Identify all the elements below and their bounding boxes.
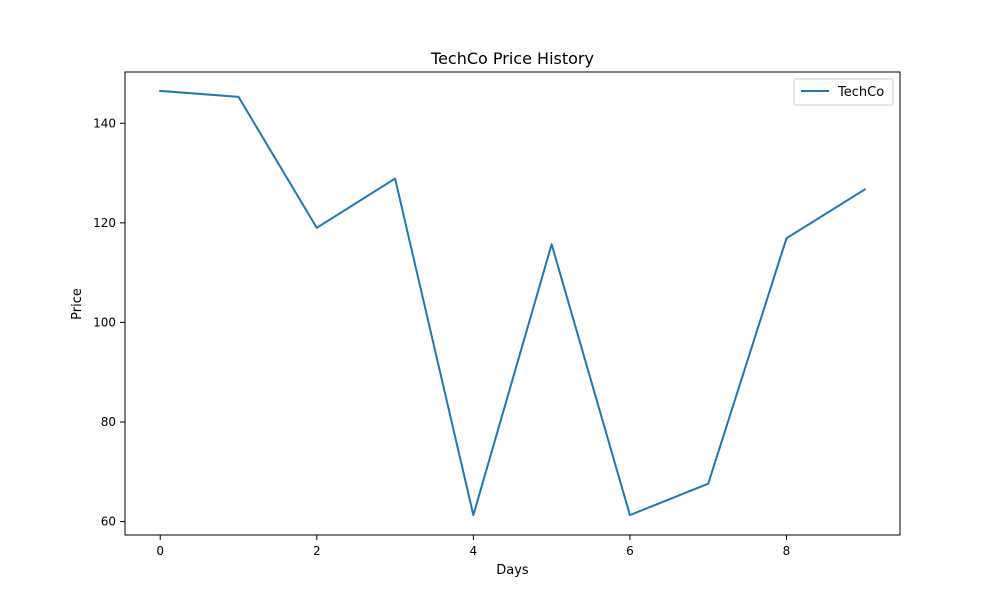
axes-frame bbox=[124, 71, 901, 536]
y-tick-label: 140 bbox=[93, 116, 116, 130]
x-tick-label: 6 bbox=[626, 544, 634, 558]
legend-box bbox=[793, 78, 894, 106]
y-axis-label: Price bbox=[70, 288, 85, 320]
x-axis-label: Days bbox=[496, 563, 529, 578]
x-tick-label: 0 bbox=[156, 544, 164, 558]
y-tick-label: 120 bbox=[93, 216, 116, 230]
y-tick-label: 100 bbox=[93, 315, 116, 329]
y-tick-label: 80 bbox=[101, 415, 116, 429]
legend-series-label: TechCo bbox=[837, 85, 884, 100]
x-tick-label: 8 bbox=[783, 544, 791, 558]
legend: TechCo bbox=[793, 78, 894, 106]
series-line-techco bbox=[159, 89, 867, 517]
x-tick-label: 4 bbox=[470, 544, 478, 558]
y-tick-label: 60 bbox=[101, 515, 116, 529]
plot-area: 0 2 4 6 8 60 80 100 120 140 bbox=[93, 71, 901, 558]
chart-title: TechCo Price History bbox=[430, 49, 594, 68]
x-tick-label: 2 bbox=[313, 544, 321, 558]
